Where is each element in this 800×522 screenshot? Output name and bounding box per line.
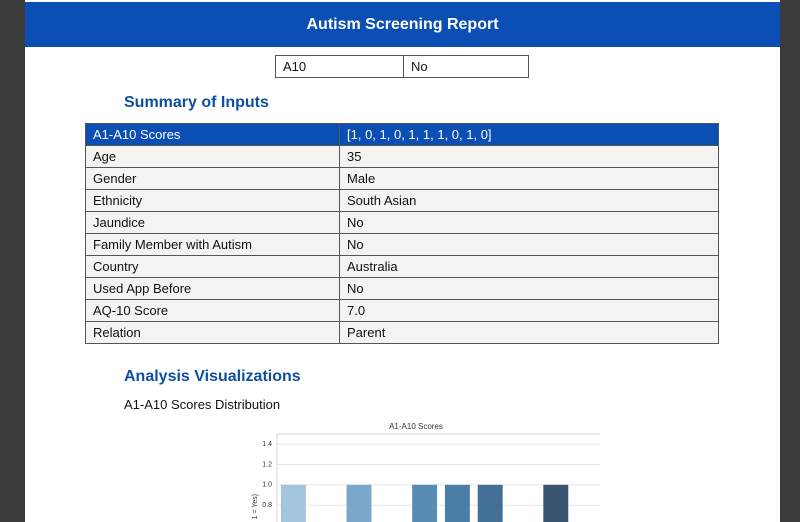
table-cell: 7.0 <box>339 299 719 322</box>
chart: A1-A10 Scores 0.00.20.40.60.81.01.21.4Sc… <box>252 422 600 522</box>
table-row: Family Member with Autism No <box>85 233 719 256</box>
bar <box>346 484 372 522</box>
table-row: Relation Parent <box>85 321 719 344</box>
table-row: AQ-10 Score 7.0 <box>85 299 719 322</box>
y-tick-label: 0.8 <box>262 502 272 509</box>
report-title: Autism Screening Report <box>25 2 780 47</box>
y-tick-label: 1.4 <box>262 441 272 448</box>
table-cell: No <box>339 277 719 300</box>
table-cell: Australia <box>339 255 719 278</box>
table-cell: AQ-10 Score <box>85 299 340 322</box>
table-cell: No <box>403 55 529 78</box>
bar <box>280 484 306 522</box>
y-axis-label: Score (0 = No, 1 = Yes) <box>252 494 259 522</box>
table-row: Jaundice No <box>85 211 719 234</box>
summary-table: A1-A10 Scores [1, 0, 1, 0, 1, 1, 1, 0, 1,… <box>85 123 719 344</box>
y-tick-label: 1.0 <box>262 482 272 489</box>
table-cell: Male <box>339 167 719 190</box>
table-cell: South Asian <box>339 189 719 212</box>
table-cell: 35 <box>339 145 719 168</box>
table-row: Used App Before No <box>85 277 719 300</box>
table-cell: Country <box>85 255 340 278</box>
table-cell: Family Member with Autism <box>85 233 340 256</box>
table-cell: Age <box>85 145 340 168</box>
table-row: Ethnicity South Asian <box>85 189 719 212</box>
table-cell: Ethnicity <box>85 189 340 212</box>
chart-heading: A1-A10 Scores Distribution <box>124 397 281 412</box>
bar <box>477 484 503 522</box>
top-table: A10 No <box>275 55 529 78</box>
bar <box>444 484 470 522</box>
bar <box>412 484 438 522</box>
section-heading: Analysis Visualizations <box>124 368 301 385</box>
report-page: Autism Screening Report A10 No Summary of… <box>25 0 780 522</box>
table-cell: [1, 0, 1, 0, 1, 1, 1, 0, 1, 0] <box>339 123 719 146</box>
table-row: Gender Male <box>85 167 719 190</box>
table-row: Country Australia <box>85 255 719 278</box>
table-cell: No <box>339 233 719 256</box>
table-row: A1-A10 Scores [1, 0, 1, 0, 1, 1, 1, 0, 1,… <box>85 123 719 146</box>
table-cell: Parent <box>339 321 719 344</box>
table-row: Age 35 <box>85 145 719 168</box>
table-cell: Relation <box>85 321 340 344</box>
table-cell: No <box>339 211 719 234</box>
table-cell: Used App Before <box>85 277 340 300</box>
table-cell: A10 <box>275 55 404 78</box>
y-tick-label: 1.2 <box>262 461 272 468</box>
table-cell: Gender <box>85 167 340 190</box>
table-cell: Jaundice <box>85 211 340 234</box>
table-cell: A1-A10 Scores <box>85 123 340 146</box>
chart-title: A1-A10 Scores <box>389 422 443 431</box>
table-row: A10 No <box>275 55 529 78</box>
section-heading: Summary of Inputs <box>124 94 269 111</box>
bar <box>543 484 569 522</box>
